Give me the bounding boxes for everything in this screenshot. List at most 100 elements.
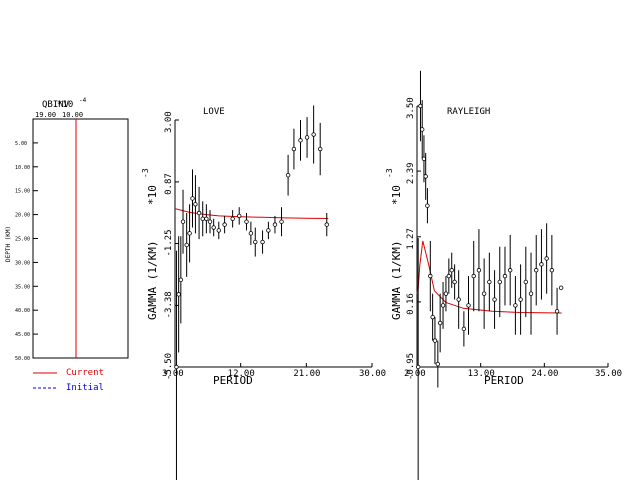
rayleigh-data-point [487, 279, 492, 285]
qbinv-y-axis: 5.00 10.00 15.00 20.00 25.00 30.00 35.00 40.00 4… [15, 141, 38, 362]
love-data-point [187, 231, 192, 236]
rayleigh-data-point [423, 174, 428, 179]
rayleigh-data-point [446, 273, 452, 279]
rayleigh-data-point [507, 268, 513, 273]
love-data-point [298, 138, 303, 143]
rayleigh-y-tick-label: 1.27 [406, 228, 416, 250]
love-y-tick-label: 3.00 [164, 111, 174, 133]
love-data-point [176, 292, 181, 297]
love-data-point [196, 210, 202, 216]
rayleigh-model-curve [416, 240, 562, 314]
qbinv-y-tick-label: 30.00 [15, 260, 30, 266]
rayleigh-data-point [456, 297, 461, 302]
qbinv-y-tick-label: 45.00 [15, 332, 30, 338]
rayleigh-xlabel: PERIOD [484, 374, 524, 387]
rayleigh-data-point [449, 268, 454, 273]
qbinv-y-tick-label: 20.00 [15, 213, 30, 219]
love-data-point [204, 216, 209, 221]
rayleigh-data-point [415, 364, 421, 370]
love-data-point [237, 213, 242, 219]
qbinv-top-tick-2: 10.00 [62, 111, 83, 119]
rayleigh-data-point [513, 303, 518, 308]
rayleigh-data-point [471, 273, 476, 279]
love-data-point [211, 225, 216, 230]
love-data-point [311, 132, 316, 137]
rayleigh-data-point [440, 303, 446, 308]
qbinv-y-tick-label: 15.00 [15, 189, 30, 195]
rayleigh-data-point [523, 279, 529, 285]
rayleigh-data-point [481, 291, 487, 296]
rayleigh-data-point [420, 127, 425, 132]
love-data-point [230, 216, 235, 221]
love-data-marks [174, 105, 329, 480]
rayleigh-data-point [428, 273, 433, 279]
rayleigh-data-point [452, 279, 457, 285]
rayleigh-data-point [534, 268, 539, 273]
love-x-tick-label: 12.00 [228, 369, 255, 379]
qbinv-y-tick-label: 25.00 [15, 237, 30, 243]
love-data-point [244, 219, 249, 224]
love-title: LOVE [203, 107, 225, 117]
rayleigh-data-point [461, 326, 467, 332]
rayleigh-x-tick-label: 24.00 [531, 369, 558, 379]
qbinv-exponent-power: -4 [79, 97, 87, 104]
love-data-point [253, 239, 258, 245]
rayleigh-data-point [466, 303, 471, 308]
rayleigh-ylabel: GAMMA (1/KM) [390, 241, 403, 320]
qbinv-y-tick-label: 5.00 [15, 141, 27, 147]
love-data-point [285, 173, 291, 178]
rayleigh-data-marks [415, 70, 564, 480]
love-data-point [193, 202, 198, 207]
love-data-point [190, 196, 195, 201]
love-data-point [222, 222, 227, 227]
rayleigh-y-tick-label: 0.16 [406, 293, 416, 315]
qbinv-title: QBINV [42, 100, 70, 110]
rayleigh-title: RAYLEIGH [447, 107, 490, 117]
love-data-point [180, 219, 186, 224]
love-panel: LOVE PERIOD GAMMA (1/KM) *10 -3 3.00 12.0… [141, 105, 386, 480]
love-data-point [324, 222, 329, 227]
love-y-tick-label: -3.38 [164, 291, 174, 318]
love-data-point [317, 146, 323, 152]
depth-axis-label: DEPTH (KM) [5, 226, 12, 262]
qbinv-panel: QBINV *10 -4 19.00 10.00 5.00 10.00 15.00 2… [5, 97, 129, 362]
qbinv-y-tick-label: 10.00 [15, 165, 30, 171]
legend: Current Initial [33, 368, 104, 393]
qbinv-y-tick-label: 40.00 [15, 308, 30, 314]
love-data-point [184, 242, 189, 248]
qbinv-y-tick-label: 35.00 [15, 284, 30, 290]
qbinv-frame [32, 118, 129, 359]
love-ylabel: GAMMA (1/KM) [146, 241, 159, 320]
love-data-point [304, 135, 310, 140]
rayleigh-ylabel-power: -3 [385, 168, 394, 178]
love-data-point [266, 228, 271, 233]
love-data-point [174, 364, 179, 370]
qbinv-y-tick-label: 50.00 [15, 356, 30, 362]
love-data-point [279, 219, 284, 224]
rayleigh-axes: 2.00 13.00 24.00 35.00 -0.95 0.16 1.27 2.39 3.50 [404, 97, 622, 380]
rayleigh-data-point [476, 268, 482, 273]
love-x-tick-label: 3.00 [162, 369, 184, 379]
love-y-tick-label: -5.50 [164, 353, 174, 380]
rayleigh-data-point [432, 338, 438, 343]
love-x-tick-label: 21.00 [293, 369, 320, 379]
legend-initial-label: Initial [66, 383, 104, 393]
love-x-tick-label: 30.00 [359, 369, 386, 379]
rayleigh-data-point [497, 279, 502, 285]
rayleigh-data-point [518, 297, 523, 302]
love-data-point [216, 228, 221, 233]
rayleigh-x-tick-label: 13.00 [468, 369, 495, 379]
love-ylabel-power: -3 [141, 168, 150, 178]
love-data-point [272, 222, 278, 227]
rayleigh-data-point [437, 320, 443, 326]
rayleigh-data-point [539, 262, 544, 267]
rayleigh-y-tick-label: 2.39 [406, 162, 416, 184]
love-y-tick-label: 0.87 [164, 173, 174, 195]
rayleigh-data-point [528, 291, 534, 296]
rayleigh-data-point [443, 291, 449, 296]
love-xlabel: PERIOD [213, 374, 253, 387]
rayleigh-data-point [544, 256, 549, 261]
rayleigh-x-tick-label: 2.00 [404, 369, 426, 379]
love-data-point [207, 219, 213, 224]
